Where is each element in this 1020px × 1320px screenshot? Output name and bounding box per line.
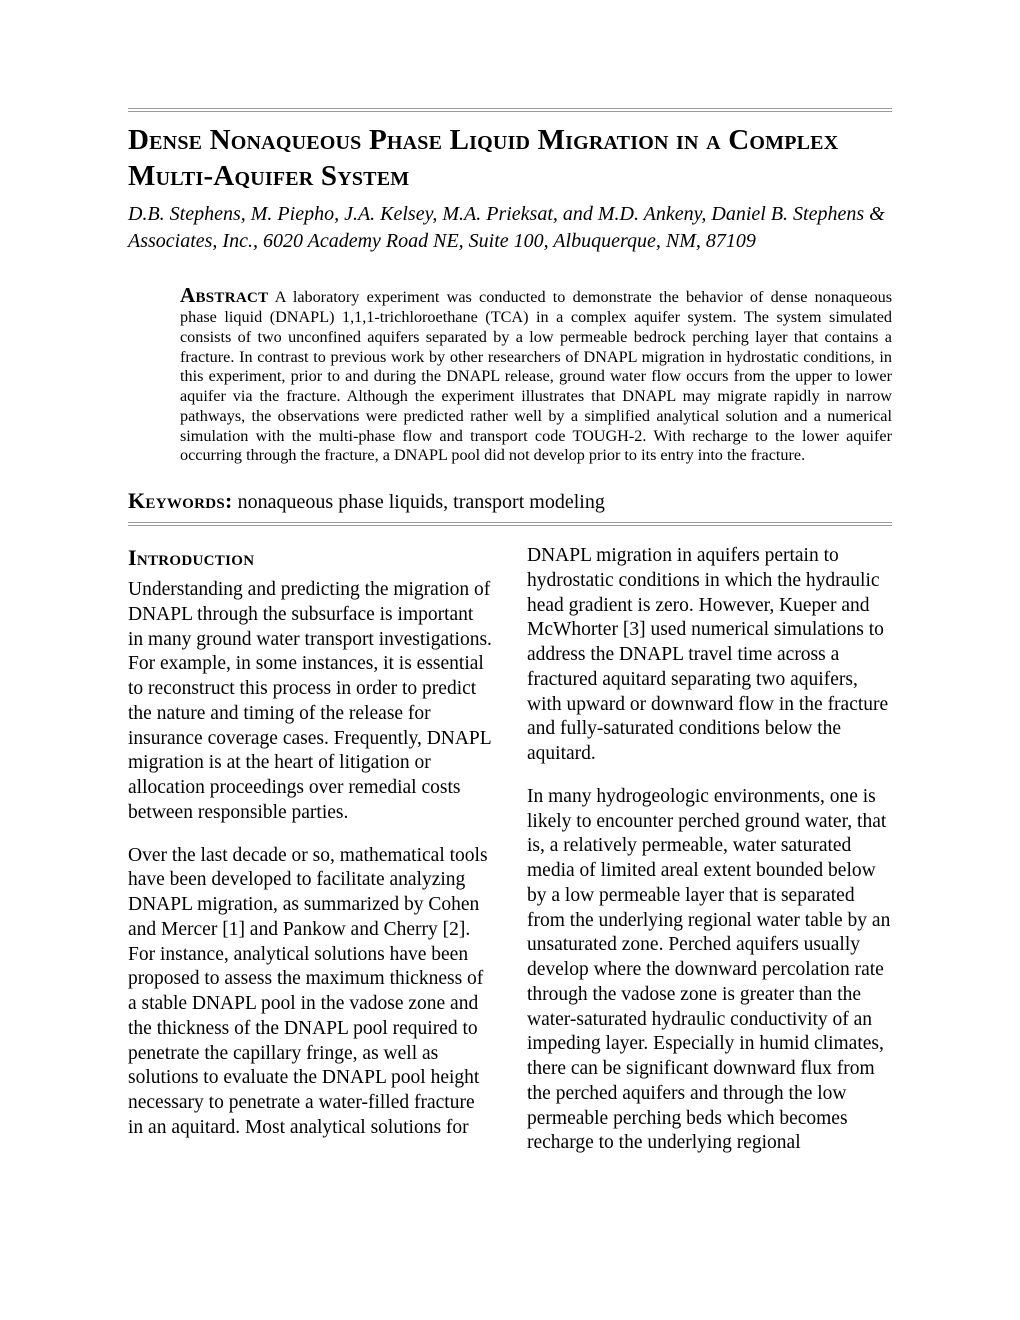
paper-title: Dense Nonaqueous Phase Liquid Migration … — [128, 122, 892, 195]
author-line: D.B. Stephens, M. Piepho, J.A. Kelsey, M… — [128, 201, 892, 255]
column-left: Introduction Understanding and predictin… — [128, 544, 493, 1174]
keywords-line: Keywords: nonaqueous phase liquids, tran… — [128, 488, 892, 514]
intro-para-3: DNAPL migration in aquifers pertain to h… — [527, 544, 892, 767]
top-rule — [128, 108, 892, 112]
introduction-heading: Introduction — [128, 544, 493, 572]
keywords-text: nonaqueous phase liquids, transport mode… — [233, 491, 605, 513]
intro-para-2: Over the last decade or so, mathematical… — [128, 844, 493, 1141]
intro-para-4: In many hydrogeologic environments, one … — [527, 785, 892, 1156]
column-right: DNAPL migration in aquifers pertain to h… — [527, 544, 892, 1174]
intro-para-1: Understanding and predicting the migrati… — [128, 578, 493, 826]
keywords-label: Keywords: — [128, 488, 233, 513]
abstract-label: Abstract — [180, 283, 268, 307]
mid-rule — [128, 522, 892, 526]
abstract-text: A laboratory experiment was conducted to… — [180, 288, 892, 465]
body-columns: Introduction Understanding and predictin… — [128, 544, 892, 1174]
abstract-block: Abstract A laboratory experiment was con… — [180, 283, 892, 467]
